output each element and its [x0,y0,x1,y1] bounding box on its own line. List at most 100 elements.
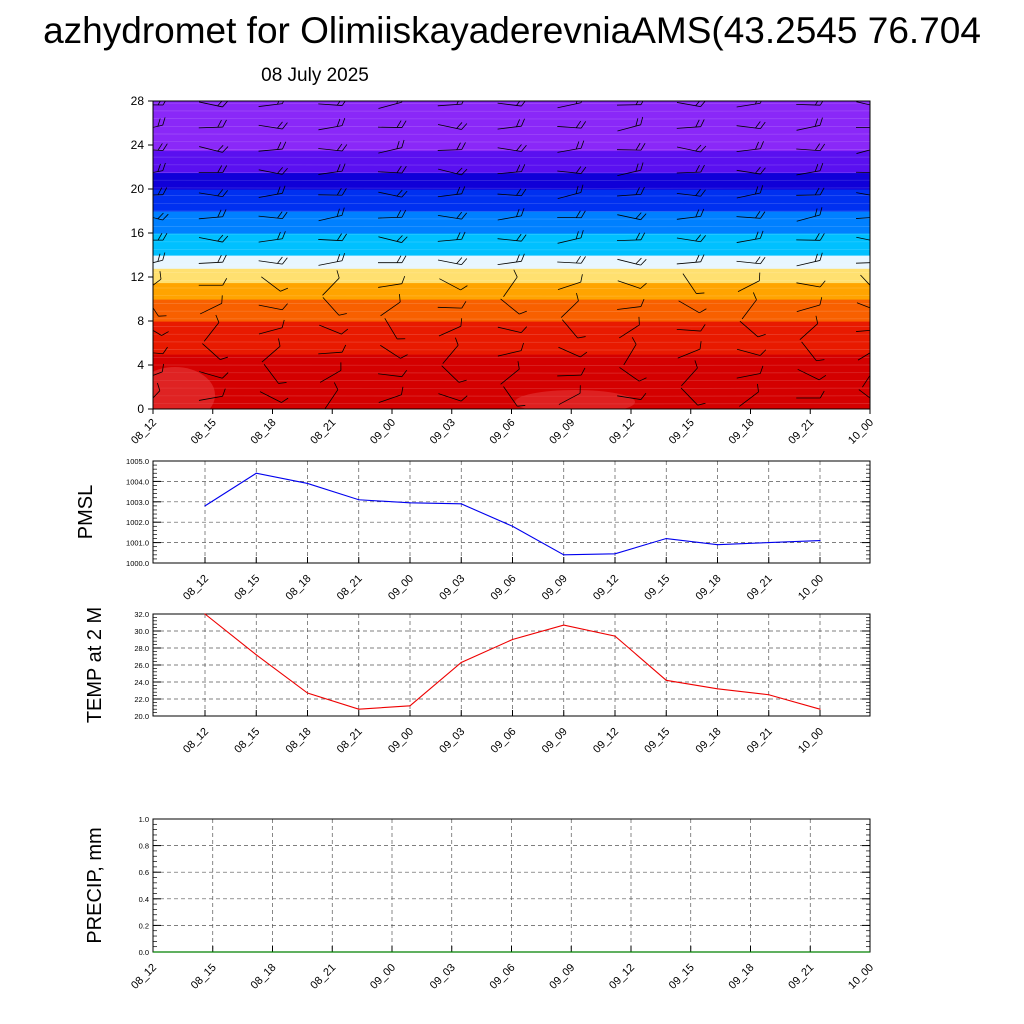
wind-barb [739,383,759,407]
data-point [511,638,514,641]
wind-barb [153,295,167,317]
data-point [358,499,360,501]
wind-barb [796,233,825,241]
wind-barb [378,235,408,243]
x-tick-label: 09_21 [786,962,816,992]
wind-barb [318,143,348,152]
data-point [614,635,616,637]
wind-barb [736,185,764,199]
wind-barb [437,142,466,151]
color-band-10 [153,150,870,174]
page-title: azhydromet for OlimiiskayaderevniaAMS(43… [43,10,981,51]
wind-barb [199,295,223,315]
x-tick-label: 08_15 [232,573,262,603]
x-tick-label: 09_21 [786,417,816,447]
y-tick-label: 1002.0 [126,518,149,527]
wind-barb [796,163,824,176]
data-point [358,708,360,710]
wind-barb [258,101,286,107]
wind-barb [203,314,220,342]
wind-barb [497,101,527,107]
x-tick-label: 10_00 [846,962,876,992]
wind-barb [617,212,647,221]
wind-barb [796,280,826,288]
color-band-3 [153,282,870,300]
wind-barb [560,292,579,318]
x-tick-label: 09_15 [642,726,672,756]
data-point [409,502,411,504]
wind-barb [380,344,408,359]
wind-barb [153,232,168,241]
wind-barb [736,230,764,243]
heatmap-body [153,101,870,409]
wind-barb [856,216,870,219]
y-tick-label: 28 [131,94,145,108]
wind-barb [676,164,705,174]
color-band-11 [153,101,870,152]
wind-barb [153,252,166,267]
x-tick-label: 09_21 [745,573,775,603]
wind-barb [796,297,823,313]
x-tick-label: 08_12 [181,573,211,603]
x-tick-label: 09_09 [547,417,577,447]
wind-barb [378,101,405,109]
data-point [563,624,565,626]
date-subtitle: 08 July 2025 [261,65,369,86]
wind-barb [557,367,586,377]
y-tick-label: 1000.0 [126,559,149,568]
wind-barb [153,187,168,196]
wind-barb [384,318,406,340]
x-tick-label: 08_18 [284,573,314,603]
x-tick-label: 09_18 [694,573,724,603]
wind-barb [857,347,870,361]
wind-barb [860,274,870,293]
wind-barb [736,348,767,356]
wind-barb [741,292,757,320]
x-tick-label: 09_06 [489,726,519,756]
data-point [409,705,411,707]
wind-barb [378,189,408,198]
wind-barb [258,256,288,265]
data-point [460,661,462,664]
wind-barb [796,187,825,196]
cross-section-panel: 0 4 8 12 16 20 24 28 08_12 08_15 08_18 08_21 09_00 09… [129,94,876,447]
wind-barb [623,337,637,366]
x-tick-label: 08_18 [284,726,314,756]
pmsl-panel: 1000.0 1001.0 1002.0 1003.0 1004.0 1005.0 08_1… [75,457,871,603]
color-band-8 [153,189,870,212]
wind-barb [617,186,645,197]
wind-barb [676,119,705,129]
wind-barb [797,368,827,381]
wind-barb [856,302,870,312]
wind-barb [442,337,459,364]
wind-barb [153,143,168,151]
wind-barb [862,366,870,388]
wind-barb [557,120,587,129]
wind-barb [736,121,766,130]
data-point [511,525,514,527]
wind-barb [497,326,528,333]
wind-barb [322,297,347,316]
wind-barb [153,162,166,176]
wind-barb [856,146,870,154]
wind-barb [318,233,347,242]
wind-barb [258,211,288,220]
wind-barb [497,164,526,175]
wind-barb [198,119,227,129]
wind-barb [676,234,706,243]
y-tick-label: 0.0 [139,948,149,957]
wind-barb [557,166,587,174]
wind-barb [438,167,468,176]
y-tick-label: 22.0 [134,695,149,704]
wind-barb [736,101,764,108]
x-tick-label: 09_09 [547,962,577,992]
wind-barb [198,254,227,264]
x-tick-label: 08_18 [249,417,279,447]
wind-barb [736,141,764,153]
wind-barb [437,186,466,198]
x-tick-label: 09_03 [428,962,458,992]
wind-barb [856,192,870,198]
data-point [768,694,770,696]
wind-barb [796,117,823,131]
wind-barb [437,231,466,242]
